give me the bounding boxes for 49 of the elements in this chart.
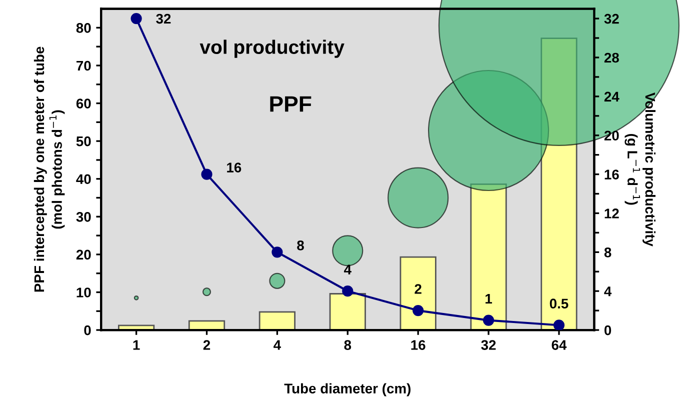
x-tick-label: 8 bbox=[344, 340, 352, 350]
data-label: 0.5 bbox=[550, 298, 568, 309]
y2-tick-label: 16 bbox=[604, 170, 619, 180]
x-tick-label: 16 bbox=[411, 340, 426, 350]
y-tick-label: 0 bbox=[84, 325, 91, 336]
y2-axis-title: Volumetric productivity (g L$^{−1}$ d$^{−1}$) bbox=[624, 92, 656, 246]
point bbox=[553, 320, 565, 330]
bar bbox=[258, 311, 296, 330]
bar bbox=[400, 256, 436, 330]
y-tick-label: 30 bbox=[76, 212, 91, 222]
y-tick-label: 20 bbox=[76, 250, 91, 260]
bar bbox=[540, 38, 578, 330]
data-label: 4 bbox=[344, 264, 352, 274]
y2-tick-label: 24 bbox=[604, 92, 620, 102]
point bbox=[482, 314, 494, 326]
x-tick-label: 64 bbox=[552, 340, 567, 350]
bar bbox=[329, 293, 366, 330]
x-tick-label: 4 bbox=[274, 340, 281, 350]
y-axis-title: PPF intercepted by one meter of tube (mol photons d$^{−1}$) bbox=[34, 46, 65, 292]
y-tick-label: 60 bbox=[76, 98, 91, 108]
y2-tick-label: 8 bbox=[604, 247, 612, 258]
y-tick-label: 50 bbox=[76, 136, 91, 146]
data-label: 16 bbox=[227, 162, 242, 172]
data-label: 8 bbox=[297, 240, 304, 250]
data-label: 32 bbox=[156, 14, 171, 24]
x-tick-label: 2 bbox=[203, 340, 210, 350]
y2-tick-label: 32 bbox=[604, 14, 619, 24]
y2-tick-label: 20 bbox=[604, 130, 619, 141]
y-tick-label: 40 bbox=[76, 174, 91, 184]
point bbox=[201, 168, 212, 180]
bar bbox=[470, 183, 507, 330]
x-tick-label: 32 bbox=[481, 340, 496, 350]
point bbox=[342, 286, 354, 297]
y2-tick-label: 12 bbox=[604, 208, 619, 218]
y-tick-label: 80 bbox=[76, 23, 91, 33]
y2-tick-label: 0 bbox=[604, 325, 612, 336]
y-tick-label: 70 bbox=[76, 60, 91, 71]
point bbox=[272, 246, 283, 258]
y-tick-label: 10 bbox=[76, 288, 91, 298]
x-axis-title: Tube diameter (cm) bbox=[284, 383, 411, 396]
point bbox=[412, 305, 424, 316]
data-label: 1 bbox=[486, 294, 492, 304]
data-label: 2 bbox=[414, 284, 422, 294]
annotation: PPF bbox=[270, 96, 312, 112]
y2-tick-label: 4 bbox=[604, 286, 612, 296]
y2-tick-label: 28 bbox=[604, 52, 619, 63]
point bbox=[130, 13, 142, 24]
x-tick-label: 1 bbox=[133, 340, 140, 350]
annotation: vol productivity bbox=[200, 40, 344, 58]
